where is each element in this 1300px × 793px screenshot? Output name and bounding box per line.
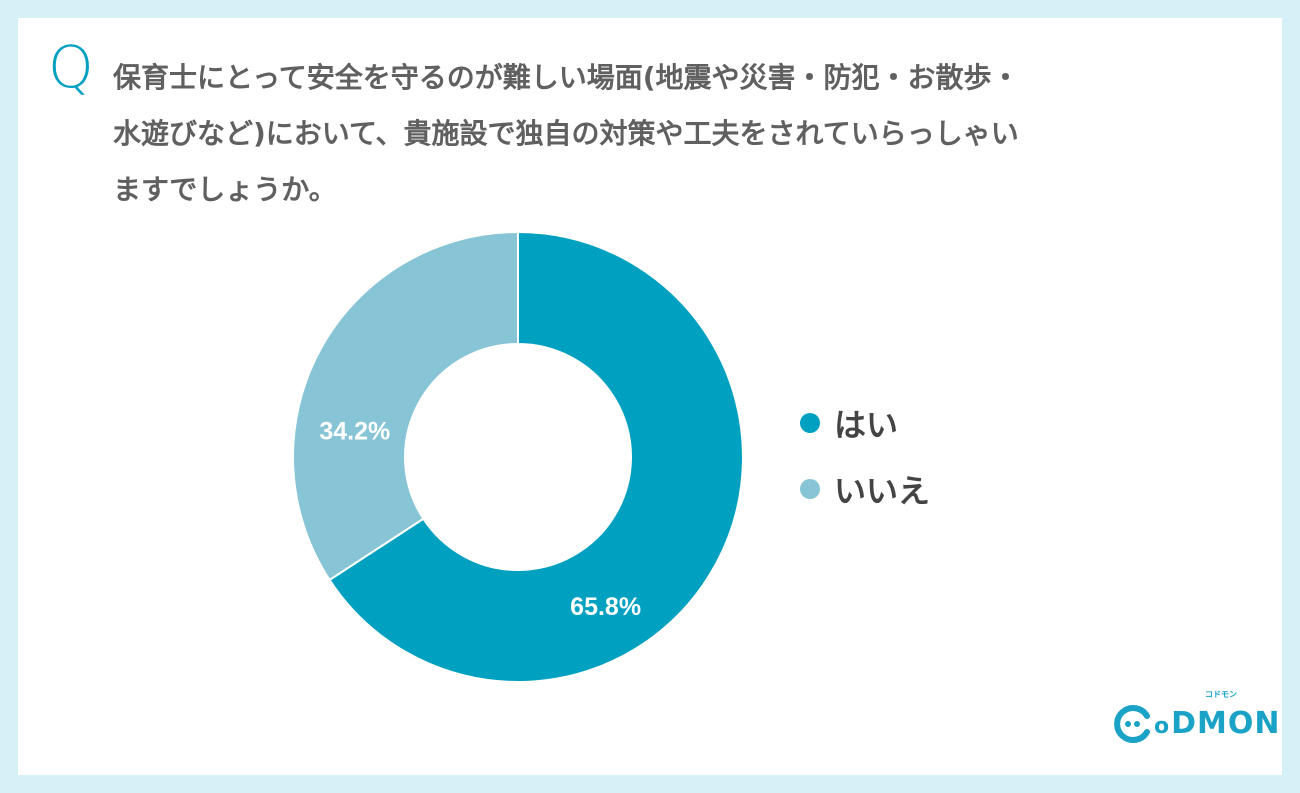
donut-slice-0 (328, 230, 744, 683)
logo-tagline: コドモン (1205, 690, 1237, 699)
legend-item-yes: はい (800, 390, 930, 456)
question-line: ますでしょうか。 (113, 173, 337, 206)
legend-item-no: いいえ (800, 456, 930, 522)
legend: はい いいえ (800, 390, 930, 522)
data-label: 65.8% (570, 593, 641, 621)
q-marker: Q (48, 33, 94, 101)
legend-label: はい (834, 406, 899, 444)
logo-face-icon (1114, 705, 1150, 743)
donut-slice-1 (292, 230, 519, 582)
logo-wordmark: oDMON (1154, 706, 1281, 741)
legend-dot (800, 479, 820, 499)
data-label: 34.2% (319, 418, 390, 446)
question-text: 保育士にとって安全を守るのが難しい場面(地震や災害・防犯・お散歩・ 水遊びなど)… (113, 50, 1233, 218)
question-line: 保育士にとって安全を守るのが難しい場面(地震や災害・防犯・お散歩・ (113, 61, 1020, 94)
question-line: 水遊びなど)において、貴施設で独自の対策や工夫をされていらっしゃい (113, 117, 1019, 150)
legend-dot (800, 413, 820, 433)
codmon-logo: oDMON コドモン (1113, 690, 1281, 744)
legend-label: いいえ (834, 472, 931, 510)
